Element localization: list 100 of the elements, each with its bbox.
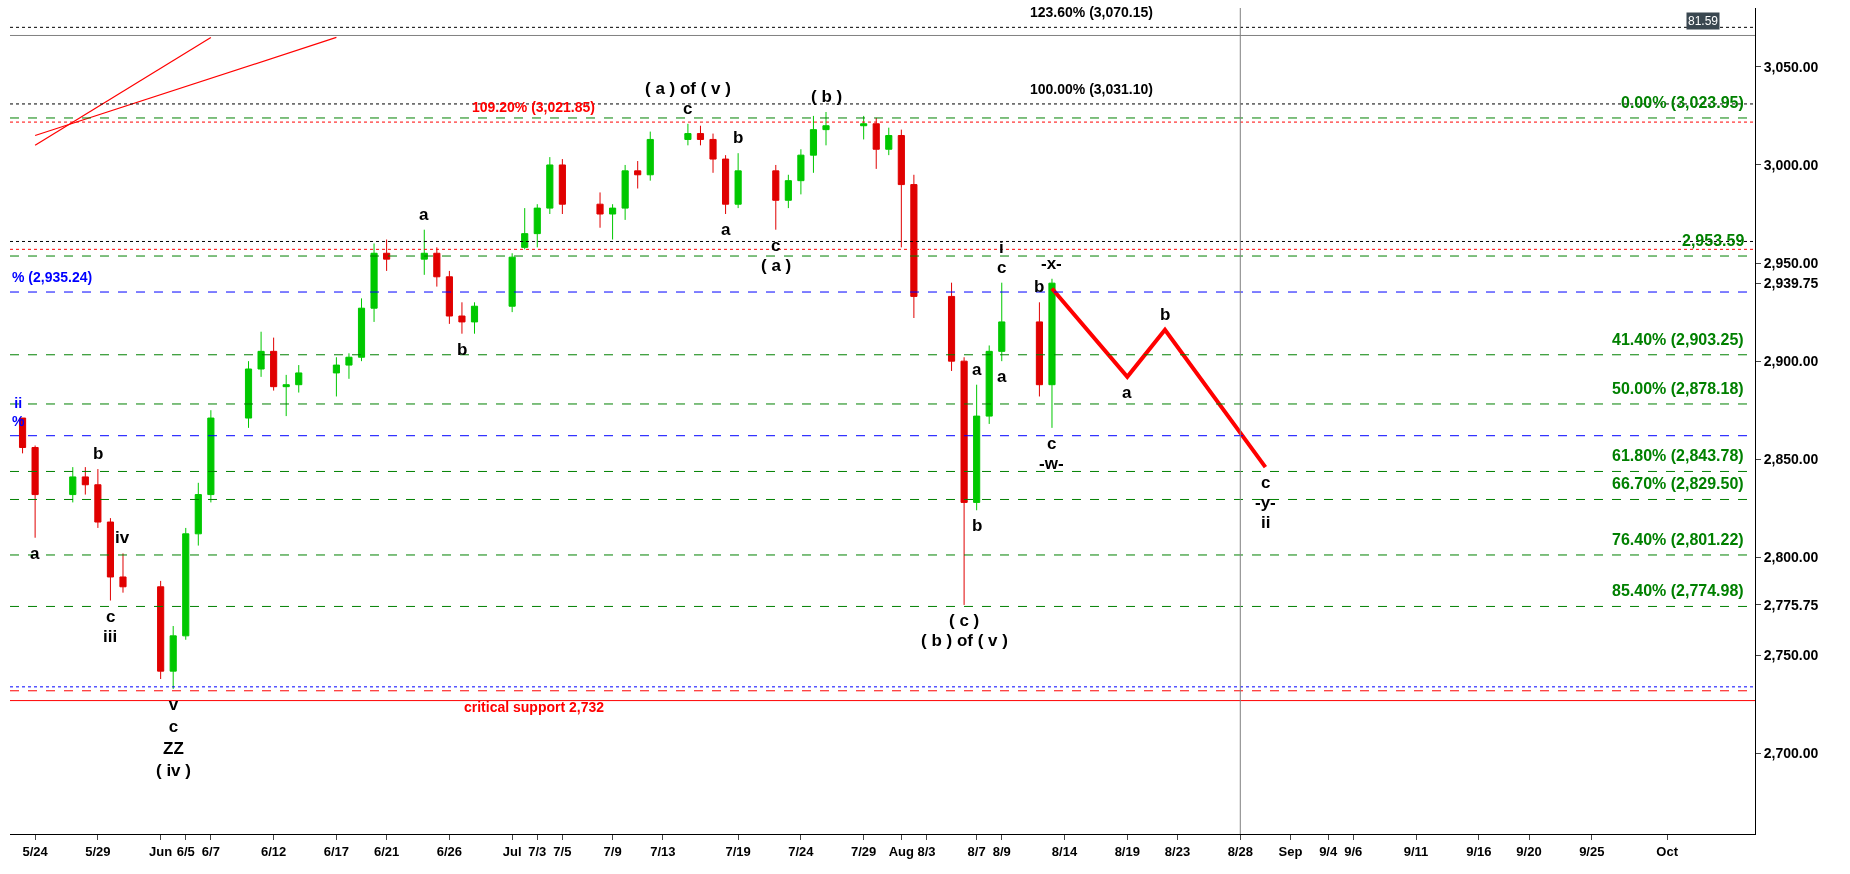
annotation: b xyxy=(1034,277,1045,296)
candlestick xyxy=(433,246,441,288)
x-tick-label: 7/24 xyxy=(788,843,815,859)
candlestick xyxy=(985,344,993,425)
candlestick xyxy=(872,117,880,170)
ref-line-label: % (2,935.24) xyxy=(12,269,93,285)
x-tick-label: 5/29 xyxy=(85,843,111,859)
candlestick xyxy=(1048,278,1056,429)
candlestick xyxy=(257,331,265,378)
candlestick xyxy=(470,301,479,335)
x-tick-label: Sep xyxy=(1278,843,1303,859)
ref-line-label: 2,953.59 xyxy=(1682,232,1745,249)
candlestick xyxy=(772,164,780,231)
annotation: ( a ) xyxy=(761,256,792,275)
annotation: ii xyxy=(1261,513,1271,532)
ref-line-label: critical support 2,732 xyxy=(464,699,605,715)
candlestick xyxy=(1035,301,1043,397)
annotation: v c ZZ ( iv ) xyxy=(156,695,191,781)
annotation: ( c ) xyxy=(949,611,980,630)
annotation: a xyxy=(30,544,40,563)
annotation: 81.59 xyxy=(1688,14,1719,28)
annotation: c xyxy=(1047,434,1057,453)
candlestick xyxy=(885,127,893,156)
x-tick-label: 8/7 xyxy=(967,843,986,859)
annotation: c xyxy=(683,99,693,118)
annotation: ( b ) xyxy=(811,87,843,106)
y-tick-label: 2,900.00 xyxy=(1763,353,1819,370)
ref-line-label: 76.40% (2,801.22) xyxy=(1612,531,1744,548)
candlestick xyxy=(458,301,466,335)
y-tick-label: 3,050.00 xyxy=(1763,58,1819,75)
annotation: c xyxy=(106,607,116,626)
ref-line-label: 66.70% (2,829.50) xyxy=(1612,475,1744,492)
annotation: a xyxy=(972,360,982,379)
x-tick-label: 9/6 xyxy=(1344,843,1363,859)
x-tick-label: 8/28 xyxy=(1227,843,1253,859)
x-tick-label: 6/5 xyxy=(176,843,195,859)
candlestick xyxy=(646,131,654,182)
candlestick xyxy=(947,282,956,372)
candlestick xyxy=(282,374,290,417)
x-tick-label: Oct xyxy=(1656,843,1679,859)
candlestick xyxy=(998,282,1006,362)
candlestick xyxy=(508,252,516,313)
x-tick-label: 9/20 xyxy=(1516,843,1542,859)
x-tick-label: 6/12 xyxy=(260,843,287,859)
candlestick xyxy=(207,409,215,503)
x-tick-label: 7/19 xyxy=(725,843,751,859)
x-tick-label: 8/3 xyxy=(917,843,936,859)
candlestick xyxy=(809,115,818,174)
candlestick xyxy=(960,356,968,606)
candlestick xyxy=(696,125,705,146)
annotation: b xyxy=(972,516,983,535)
candlestick xyxy=(784,174,792,209)
annotation: ( a ) of ( v ) xyxy=(645,79,731,98)
candlestick xyxy=(734,152,742,209)
ref-line-label: 123.60% (3,070.15) xyxy=(1030,4,1153,20)
annotation: -y- xyxy=(1255,493,1276,512)
candlestick xyxy=(169,625,177,690)
candlestick xyxy=(119,552,127,594)
x-tick-label: Jul xyxy=(502,843,522,859)
annotation: a xyxy=(419,205,429,224)
candlestick xyxy=(910,174,918,319)
candlestick xyxy=(684,123,692,146)
candlestick xyxy=(383,239,391,272)
annotation: b xyxy=(1160,305,1171,324)
annotation: iii xyxy=(103,627,118,646)
candlestick xyxy=(709,133,717,174)
candlestick xyxy=(621,164,629,221)
candlestick xyxy=(546,156,554,215)
ref-line-label: 109.20% (3,021.85) xyxy=(472,99,595,115)
x-tick-label: 7/13 xyxy=(650,843,676,859)
ref-line-label: 0.00% (3,023.95) xyxy=(1621,94,1744,111)
y-tick-label: 2,800.00 xyxy=(1763,549,1819,566)
annotation: a xyxy=(1122,383,1132,402)
y-tick-label: 2,750.00 xyxy=(1763,647,1819,664)
x-tick-label: 7/9 xyxy=(603,843,622,859)
annotation: c xyxy=(1261,473,1271,492)
annotation: ( b ) of ( v ) xyxy=(921,631,1008,650)
x-tick-label: 9/11 xyxy=(1403,843,1429,859)
x-tick-label: 6/17 xyxy=(323,843,350,859)
x-tick-label: 7/3 xyxy=(528,843,547,859)
annotation: -x- xyxy=(1041,254,1062,273)
x-tick-label: 8/14 xyxy=(1051,843,1078,859)
candlestick xyxy=(194,482,202,547)
x-tick-label: 5/24 xyxy=(22,843,49,859)
x-tick-label: 6/21 xyxy=(373,843,400,859)
annotation: iv xyxy=(115,528,130,547)
annotation: c xyxy=(997,258,1007,277)
candlestick xyxy=(722,154,730,215)
candlestick xyxy=(533,203,541,248)
candlestick xyxy=(609,203,617,241)
x-tick-label: Jun xyxy=(149,843,173,859)
annotation: a xyxy=(721,220,731,239)
y-tick-label: 2,939.75 xyxy=(1763,275,1819,292)
annotation: b xyxy=(93,444,104,463)
candlestick xyxy=(345,352,353,380)
x-tick-label: 8/23 xyxy=(1164,843,1191,859)
candlestick xyxy=(822,111,830,146)
candlestick xyxy=(69,466,77,503)
y-tick-label: 3,000.00 xyxy=(1763,156,1819,173)
x-tick-label: 8/9 xyxy=(992,843,1011,859)
